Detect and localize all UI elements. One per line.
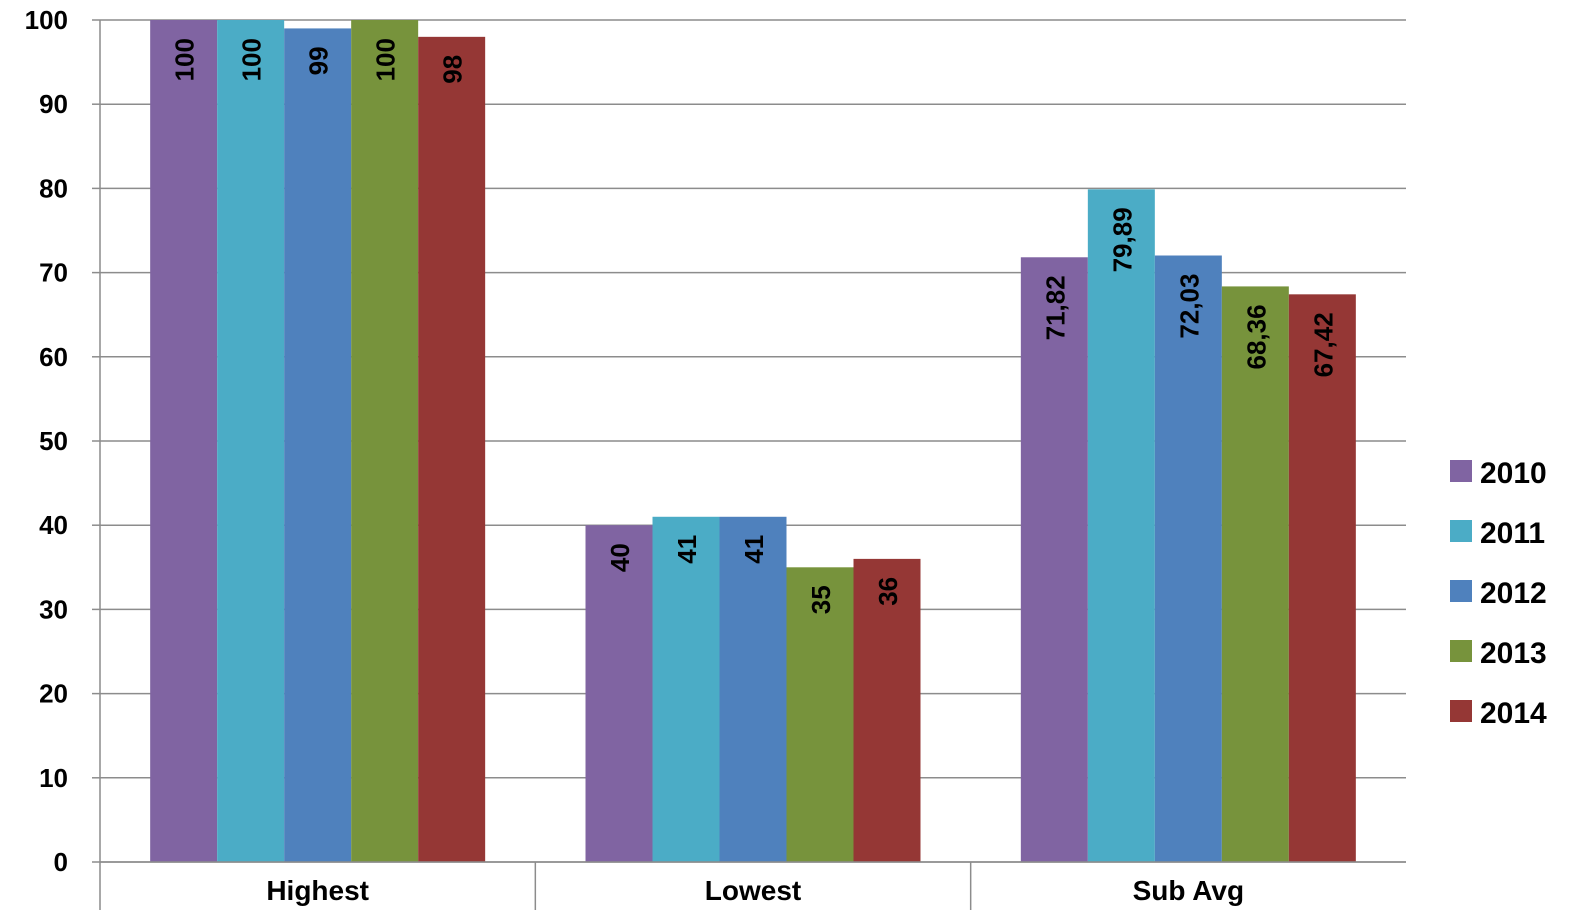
bar [284,28,352,863]
x-category-label: Highest [266,875,369,906]
bar [719,516,787,862]
bar [1154,255,1222,863]
y-tick-label: 90 [39,89,68,119]
data-label: 67,42 [1308,312,1338,377]
bar [217,20,285,862]
bar [1020,257,1088,862]
data-label: 35 [806,585,836,614]
y-tick-label: 100 [25,5,68,35]
data-label: 41 [672,535,702,564]
y-tick-label: 80 [39,173,68,203]
legend: 2010 2011 2012 2013 2014 [1450,457,1547,730]
data-label: 72,03 [1174,274,1204,339]
y-tick-label: 60 [39,342,68,372]
y-tick-label: 40 [39,510,68,540]
legend-entry: 2013 [1480,637,1547,670]
data-label: 41 [739,535,769,564]
y-tick-label: 50 [39,426,68,456]
y-tick-label: 20 [39,679,68,709]
legend-entry: 2014 [1480,697,1547,730]
bars [150,20,1356,863]
bar [351,20,419,862]
y-tick-label: 10 [39,763,68,793]
legend-entry: 2010 [1480,457,1547,490]
legend-swatch [1450,700,1472,722]
y-tick-label: 0 [54,847,68,877]
bar [853,558,921,862]
data-label: 100 [237,38,267,81]
data-labels: 100 100 99 100 98 40 41 41 35 36 71,82 79,89 72,03 68… [170,38,1339,614]
legend-swatch [1450,520,1472,542]
x-category-label: Sub Avg [1133,875,1244,906]
data-label: 79,89 [1107,207,1137,272]
legend-entry: 2012 [1480,577,1547,610]
legend-entry: 2011 [1480,517,1545,550]
bar [786,567,854,862]
y-tick-label: 70 [39,258,68,288]
data-label: 98 [438,55,468,84]
y-tick-label: 30 [39,594,68,624]
bar [652,516,720,862]
data-label: 40 [605,543,635,572]
data-label: 99 [304,46,334,75]
legend-swatch [1450,460,1472,482]
legend-swatch [1450,640,1472,662]
data-label: 100 [170,38,200,81]
bar [1288,294,1356,862]
bar [1221,286,1289,862]
data-label: 71,82 [1040,275,1070,340]
data-label: 36 [873,577,903,606]
legend-swatch [1450,580,1472,602]
data-label: 100 [371,38,401,81]
data-label: 68,36 [1241,304,1271,369]
axes: 0 10 20 30 40 50 60 70 80 90 100 Highest Lowest Sub A… [25,5,1406,910]
bar [150,20,218,862]
x-category-label: Lowest [705,875,801,906]
bar [1087,189,1155,863]
bar [585,525,653,862]
bar [418,36,486,862]
